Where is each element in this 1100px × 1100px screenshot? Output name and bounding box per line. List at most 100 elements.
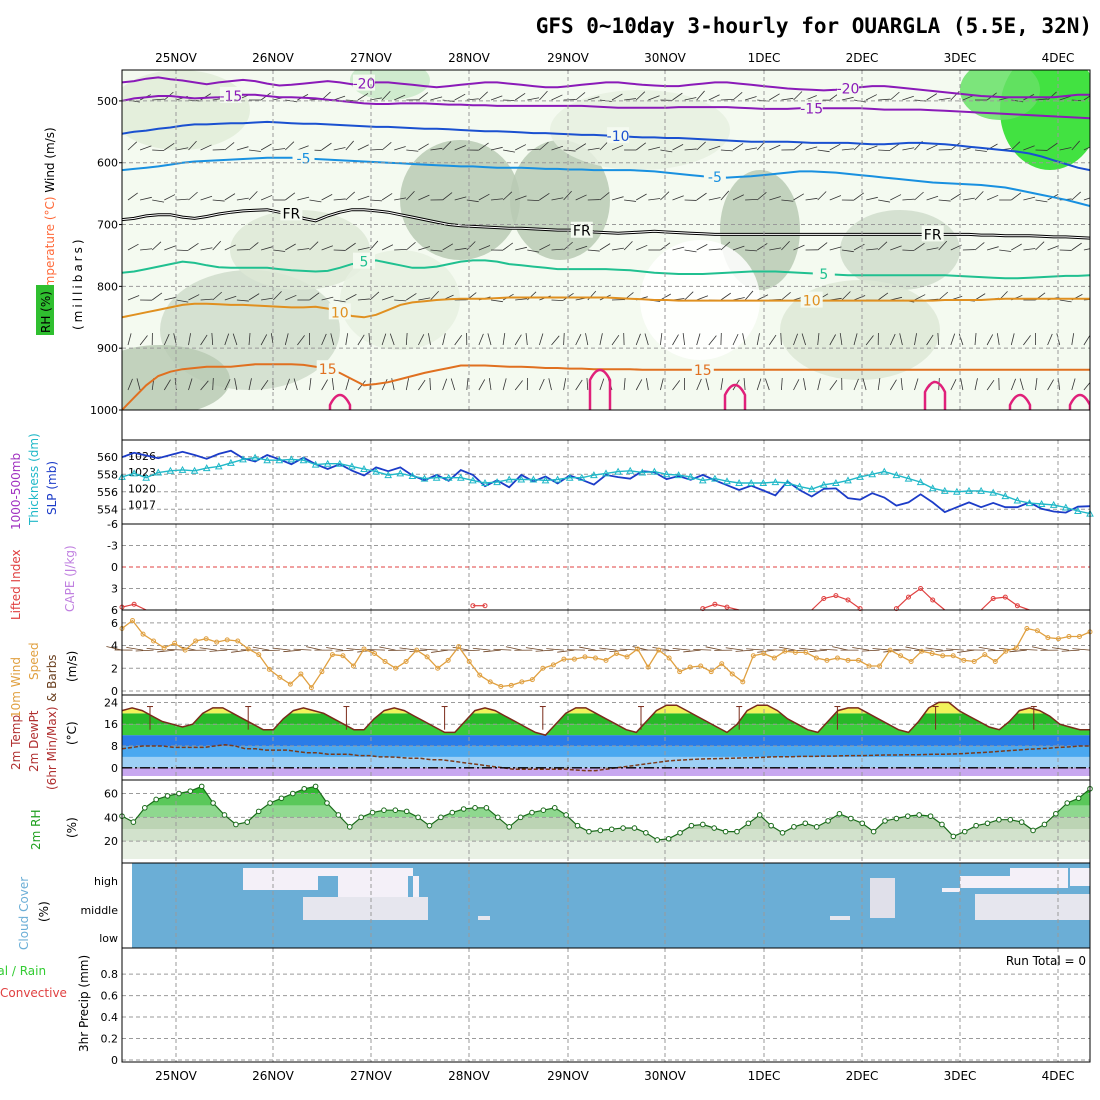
wind-barb bbox=[635, 333, 641, 346]
wind-barb bbox=[958, 333, 964, 346]
y-tick-label-left: 554 bbox=[97, 503, 118, 516]
rh-marker bbox=[324, 800, 330, 806]
wind-speed-marker bbox=[487, 679, 493, 685]
date-label-top: 26NOV bbox=[252, 51, 294, 65]
wind-barb bbox=[986, 379, 995, 391]
wind-barb bbox=[127, 192, 138, 201]
wind-barb bbox=[357, 334, 365, 346]
isotherm-line bbox=[122, 120, 1090, 172]
wind-barb bbox=[429, 377, 431, 391]
wind-speed-marker bbox=[635, 646, 641, 652]
wind-speed-marker bbox=[151, 638, 157, 644]
rh-marker bbox=[244, 819, 251, 825]
cloud-level-label: middle bbox=[80, 904, 118, 917]
contour-label-bg bbox=[353, 252, 375, 269]
wind-barb bbox=[599, 243, 611, 251]
thickness-marker bbox=[299, 456, 308, 464]
run-total: Run Total = 0 bbox=[1006, 954, 1086, 968]
wind-barb bbox=[394, 299, 407, 302]
wind-barb bbox=[720, 241, 731, 251]
wind-barb-10m bbox=[809, 649, 827, 653]
contour-label-bg bbox=[292, 149, 315, 166]
date-label-bottom: 3DEC bbox=[944, 1069, 977, 1083]
wind-barb bbox=[454, 247, 467, 251]
wind-barb bbox=[273, 148, 286, 151]
wind-barb bbox=[127, 333, 132, 346]
date-label-top: 3DEC bbox=[944, 51, 977, 65]
wind-barb bbox=[236, 197, 249, 201]
rh-marker bbox=[893, 815, 900, 822]
wind-speed-marker bbox=[656, 647, 662, 653]
rh-marker bbox=[153, 796, 159, 803]
contour-label: FR bbox=[924, 227, 942, 243]
wind-barb bbox=[648, 146, 661, 151]
wind-barb bbox=[950, 333, 956, 346]
wind-barb bbox=[648, 95, 660, 101]
wind-barb bbox=[999, 249, 1012, 252]
wind-barb-10m bbox=[346, 648, 365, 651]
rh-marker bbox=[870, 828, 877, 835]
rh-marker bbox=[996, 816, 1002, 823]
wind-barb bbox=[587, 147, 600, 151]
wind-barb bbox=[466, 199, 479, 203]
wind-barb bbox=[793, 244, 805, 251]
wind-barb bbox=[817, 333, 820, 346]
wind-barb bbox=[805, 197, 818, 201]
wind-barb bbox=[551, 299, 564, 302]
wind-barb-10m bbox=[167, 648, 186, 651]
wind-barb bbox=[720, 149, 733, 152]
wind-barb bbox=[1047, 245, 1059, 251]
rh-marker bbox=[848, 815, 854, 822]
wind-barb-10m bbox=[505, 646, 522, 651]
wind-speed-marker bbox=[224, 637, 230, 643]
wind-barb bbox=[394, 94, 406, 101]
wind-speed-marker bbox=[561, 656, 567, 662]
wind-speed-marker bbox=[456, 644, 462, 650]
wind-barb bbox=[1047, 333, 1053, 346]
wind-barb bbox=[817, 378, 821, 391]
wind-barb bbox=[646, 378, 649, 391]
wind-barb bbox=[793, 333, 798, 346]
wind-barb bbox=[644, 333, 649, 346]
wind-barb bbox=[285, 243, 296, 251]
wind-speed-marker bbox=[803, 649, 809, 655]
wind-speed-marker bbox=[498, 683, 504, 689]
wind-barb bbox=[389, 333, 395, 346]
dewpoint-line bbox=[121, 743, 1090, 772]
wind-speed-marker bbox=[940, 653, 946, 659]
rh-marker bbox=[927, 813, 934, 819]
wind-barb bbox=[1023, 196, 1036, 201]
wind-barb bbox=[176, 249, 189, 252]
wind-barb bbox=[450, 378, 456, 391]
wind-speed-marker bbox=[529, 677, 535, 683]
wind-barb bbox=[232, 333, 238, 346]
wind-label: & Barbs bbox=[45, 654, 59, 702]
wind-barb bbox=[1071, 191, 1081, 201]
wind-speed-marker bbox=[182, 647, 188, 653]
y-tick-label: 16 bbox=[104, 718, 118, 731]
wind-barb bbox=[381, 244, 394, 251]
wind-barb-10m bbox=[452, 646, 470, 651]
wind-speed-marker bbox=[898, 653, 904, 659]
wind-barb bbox=[865, 145, 878, 151]
rh-marker bbox=[267, 800, 273, 806]
wind-barb bbox=[877, 241, 888, 251]
thickness-marker bbox=[953, 487, 961, 495]
wind-barb bbox=[406, 293, 417, 301]
rh-marker bbox=[859, 820, 866, 827]
wind-speed-marker bbox=[298, 671, 304, 677]
wind-barb bbox=[841, 249, 854, 253]
lifted-index-marker bbox=[712, 601, 718, 607]
y-tick-label: 0 bbox=[111, 1054, 118, 1067]
wind-speed-marker bbox=[372, 651, 378, 656]
rh-marker bbox=[904, 813, 911, 819]
wind-barb bbox=[405, 333, 408, 346]
wind-barb bbox=[321, 245, 333, 251]
contour-label-bg bbox=[219, 86, 242, 103]
y-tick-label: 20 bbox=[104, 835, 118, 848]
wind-barb-10m bbox=[652, 646, 670, 651]
wind-barb bbox=[793, 193, 804, 201]
wind-barb bbox=[744, 290, 754, 301]
rh-shading bbox=[840, 210, 960, 290]
wind-barb-10m bbox=[609, 649, 628, 652]
